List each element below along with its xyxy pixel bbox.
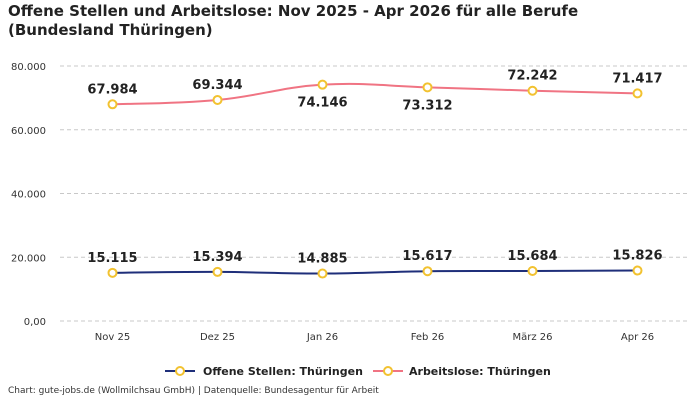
data-point — [107, 99, 118, 110]
data-label: 15.115 — [87, 251, 137, 266]
y-axis: 0,00 20.000 40.000 60.000 80.000 — [11, 62, 46, 328]
x-tick-label: März 26 — [512, 332, 552, 343]
data-label: 69.344 — [192, 78, 242, 93]
data-point — [422, 82, 433, 93]
data-label: 15.617 — [402, 249, 452, 264]
x-tick-label: Apr 26 — [621, 332, 654, 343]
series-line — [112, 269, 638, 275]
data-point — [527, 266, 538, 277]
data-point — [632, 265, 643, 276]
legend-label: Arbeitslose: Thüringen — [409, 365, 551, 378]
x-tick-label: Feb 26 — [411, 332, 445, 343]
data-point — [212, 94, 223, 105]
data-label: 71.417 — [612, 71, 662, 86]
data-label: 15.394 — [192, 250, 242, 265]
y-tick-label: 60.000 — [11, 126, 46, 137]
y-tick-label: 80.000 — [11, 62, 46, 73]
series-line — [112, 82, 638, 106]
data-point — [527, 85, 538, 96]
data-point — [317, 79, 328, 90]
data-label: 15.684 — [507, 249, 557, 264]
data-label: 67.984 — [87, 82, 137, 97]
data-point — [212, 266, 223, 277]
data-point — [317, 268, 328, 279]
data-label: 74.146 — [297, 96, 347, 111]
x-tick-label: Dez 25 — [200, 332, 235, 343]
data-point — [632, 88, 643, 99]
y-tick-label: 0,00 — [24, 317, 46, 328]
series-group: 15.115 15.394 14.885 15.617 15.684 15.826 67.9… — [87, 69, 663, 279]
chart-title: Offene Stellen und Arbeitslose: Nov 2025… — [8, 2, 579, 39]
grid-lines — [60, 65, 690, 322]
x-tick-label: Nov 25 — [95, 332, 130, 343]
source-footer: Chart: gute-jobs.de (Wollmilchsau GmbH) … — [8, 386, 379, 396]
data-point — [422, 266, 433, 277]
legend-marker — [175, 366, 185, 376]
data-label: 73.312 — [402, 98, 452, 113]
data-label: 15.826 — [612, 249, 662, 264]
x-tick-label: Jan 26 — [306, 332, 338, 343]
data-label: 14.885 — [297, 252, 347, 267]
legend-marker — [383, 366, 393, 376]
legend-label: Offene Stellen: Thüringen — [203, 365, 363, 378]
data-label: 72.242 — [507, 69, 557, 84]
y-tick-label: 20.000 — [11, 253, 46, 264]
x-axis: Nov 25 Dez 25 Jan 26 Feb 26 März 26 Apr 26 — [95, 332, 654, 343]
y-tick-label: 40.000 — [11, 190, 46, 201]
legend: Offene Stellen: Thüringen Arbeitslose: Th… — [165, 365, 551, 378]
data-point — [107, 267, 118, 278]
